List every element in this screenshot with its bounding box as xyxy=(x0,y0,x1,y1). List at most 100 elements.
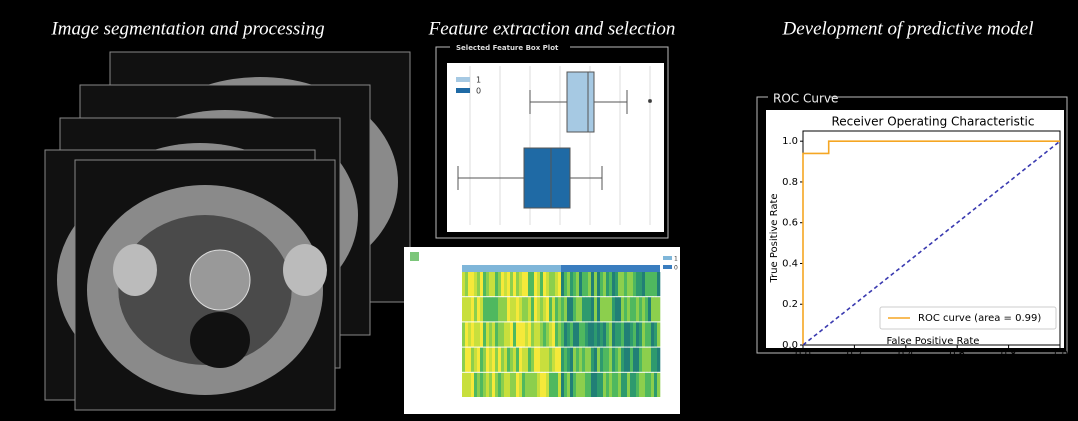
heatmap-cell xyxy=(588,348,591,372)
heatmap-cell xyxy=(567,373,570,397)
heatmap-cell xyxy=(558,373,561,397)
heatmap-cell xyxy=(513,297,516,321)
heatmap-cell xyxy=(633,373,636,397)
heatmap-cell xyxy=(564,373,567,397)
heatmap-cell xyxy=(621,272,624,296)
heatmap-cell xyxy=(564,348,567,372)
heatmap-cell xyxy=(549,297,552,321)
heatmap-cell xyxy=(630,322,633,346)
heatmap-cell xyxy=(519,272,522,296)
heatmap-cell xyxy=(642,272,645,296)
heatmap-cell xyxy=(549,272,552,296)
heatmap-cell xyxy=(474,373,477,397)
heatmap-cell xyxy=(645,348,648,372)
heatmap-cell xyxy=(657,322,660,346)
heatmap-cell xyxy=(570,272,573,296)
heatmap-cell xyxy=(462,322,465,346)
heatmap-cell xyxy=(489,348,492,372)
heatmap-cell xyxy=(609,348,612,372)
heatmap-cell xyxy=(501,322,504,346)
heatmap-cell xyxy=(579,297,582,321)
heatmap-cell xyxy=(474,348,477,372)
heatmap-cell xyxy=(501,272,504,296)
heatmap-cell xyxy=(627,322,630,346)
legend-swatch xyxy=(456,88,470,93)
heatmap-cell xyxy=(642,348,645,372)
heatmap-cell xyxy=(471,322,474,346)
heatmap-cell xyxy=(465,297,468,321)
heatmap-cell xyxy=(576,297,579,321)
heatmap-cell xyxy=(555,272,558,296)
heatmap-cell xyxy=(462,297,465,321)
heatmap-cell xyxy=(579,373,582,397)
heatmap-cell xyxy=(591,373,594,397)
heatmap-cell xyxy=(591,348,594,372)
heatmap-cell xyxy=(573,322,576,346)
heatmap-cell xyxy=(621,348,624,372)
x-tick-label: 0.4 xyxy=(898,349,914,360)
heatmap-cell xyxy=(561,348,564,372)
heatmap-cell xyxy=(528,373,531,397)
heatmap-cell xyxy=(654,373,657,397)
heatmap-cell xyxy=(531,348,534,372)
heatmap-cell xyxy=(654,348,657,372)
heatmap-cell xyxy=(627,348,630,372)
heatmap-cell xyxy=(540,297,543,321)
heatmap-cell xyxy=(519,348,522,372)
heatmap-cell xyxy=(585,297,588,321)
heatmap-cell xyxy=(468,373,471,397)
heatmap-cell xyxy=(546,297,549,321)
heatmap-cell xyxy=(483,272,486,296)
heatmap-cell xyxy=(639,373,642,397)
heatmap-cell xyxy=(591,297,594,321)
heatmap-cell xyxy=(570,348,573,372)
heatmap-cell xyxy=(462,348,465,372)
heatmap-cell xyxy=(510,297,513,321)
heatmap-cell xyxy=(636,297,639,321)
heatmap-cell xyxy=(465,322,468,346)
heatmap-cell xyxy=(546,322,549,346)
heatmap-cell xyxy=(594,348,597,372)
heatmap-cell xyxy=(615,322,618,346)
heatmap-cell xyxy=(546,373,549,397)
heatmap-cell xyxy=(555,348,558,372)
heatmap-cell xyxy=(582,297,585,321)
heatmap-cell xyxy=(567,297,570,321)
heatmap-cell xyxy=(585,272,588,296)
heatmap-cell xyxy=(654,322,657,346)
heatmap-cell xyxy=(639,322,642,346)
heatmap-cell xyxy=(510,348,513,372)
heatmap-cell xyxy=(495,373,498,397)
heatmap-cell xyxy=(522,322,525,346)
heatmap-cell xyxy=(645,297,648,321)
heatmap-cell xyxy=(633,272,636,296)
heatmap-cell xyxy=(534,373,537,397)
heatmap-cell xyxy=(525,297,528,321)
heatmap-cell xyxy=(498,297,501,321)
heatmap-cell xyxy=(609,297,612,321)
x-tick-label: 0.2 xyxy=(846,349,862,360)
heatmap-cell xyxy=(600,297,603,321)
heatmap-cell xyxy=(561,297,564,321)
heatmap-cell xyxy=(651,272,654,296)
heatmap-cell xyxy=(462,373,465,397)
heatmap-cell xyxy=(492,272,495,296)
heatmap-cell xyxy=(531,373,534,397)
heatmap-cell xyxy=(633,322,636,346)
heatmap-cell xyxy=(600,322,603,346)
heatmap-cell xyxy=(621,322,624,346)
header: Feature extraction and selection xyxy=(428,18,676,39)
heatmap-cell xyxy=(561,373,564,397)
heatmap-cell xyxy=(618,373,621,397)
legend-label: 0 xyxy=(674,265,678,272)
heatmap-cell xyxy=(609,322,612,346)
heatmap-cell xyxy=(495,322,498,346)
heatmap-cell xyxy=(558,272,561,296)
heatmap-cell xyxy=(558,348,561,372)
mri-organ xyxy=(113,244,157,296)
heatmap-cell xyxy=(510,322,513,346)
heatmap-cell xyxy=(576,348,579,372)
heatmap-cell xyxy=(543,322,546,346)
heatmap-cell xyxy=(543,297,546,321)
legend-label: 1 xyxy=(674,256,678,263)
